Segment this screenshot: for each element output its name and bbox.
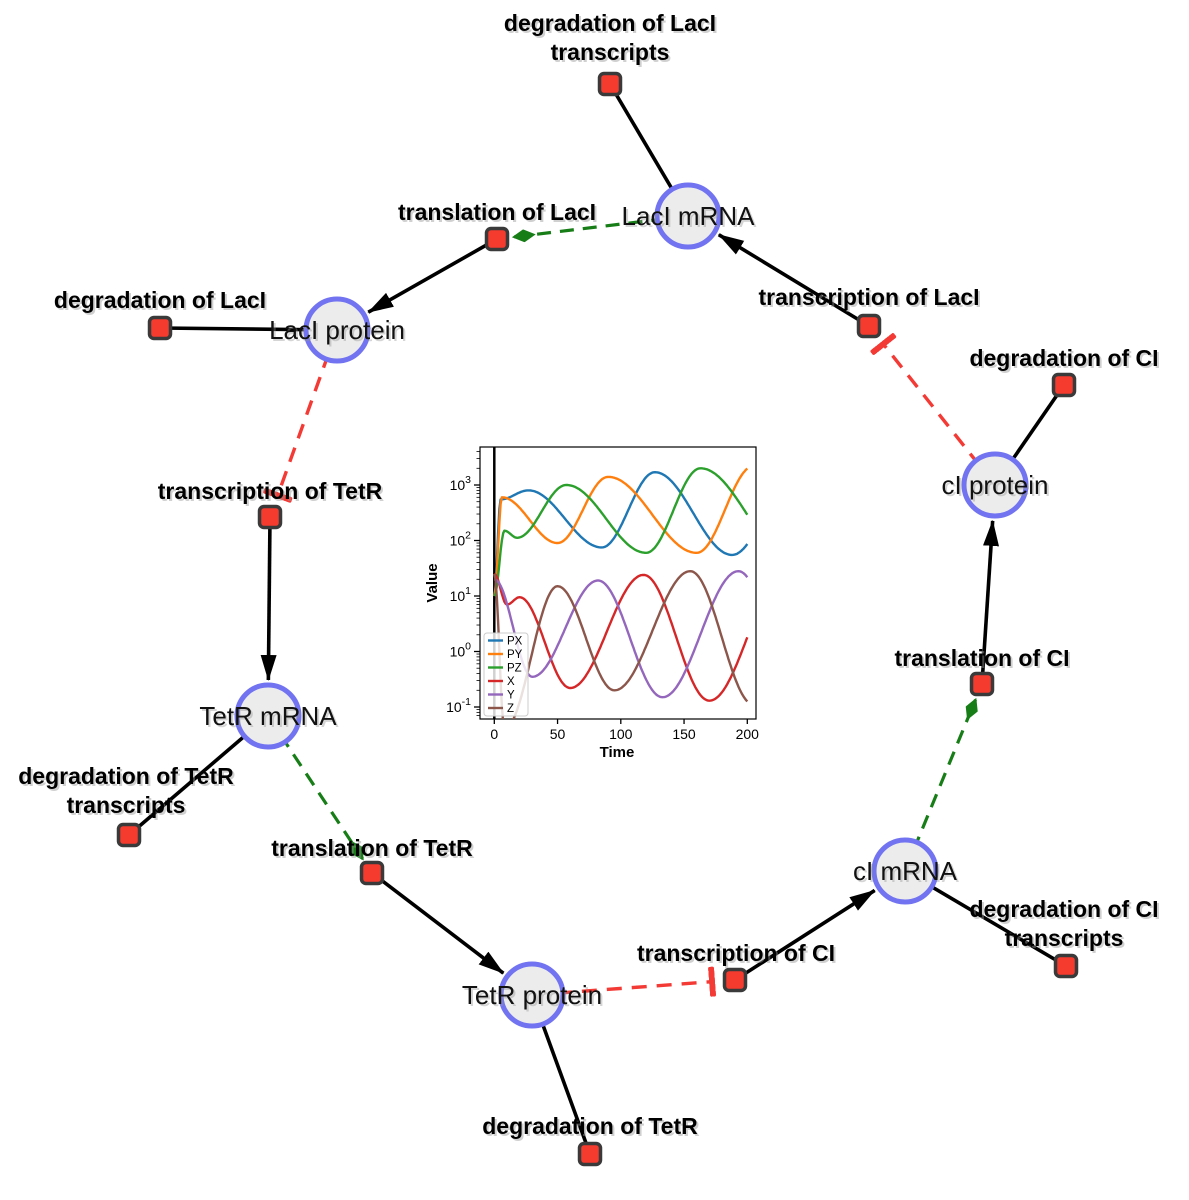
reaction-node-deg_laci_tx[interactable]: [597, 71, 623, 97]
reaction-label-tx_tetr-line0: transcription of TetR: [158, 478, 383, 504]
species-node-laci_mrna[interactable]: [654, 182, 722, 250]
y-tick-label: 100: [450, 641, 472, 660]
species-label-laci_protein: LacI protein: [269, 315, 405, 345]
species-node-tetr_mrna[interactable]: [234, 682, 302, 750]
edge-product-tx_laci-laci_mrna: [717, 233, 870, 328]
reaction-label-transl_tetr-line0: translation of TetR: [271, 835, 473, 861]
y-tick-label: 102: [450, 530, 472, 549]
species-label-laci_mrna: LacI mRNA: [622, 201, 756, 231]
y-tick-label: 101: [450, 585, 472, 604]
series-curve-X: [493, 572, 749, 702]
species-node-laci_protein[interactable]: [303, 296, 371, 364]
species-label-ci_mrna: cI mRNA: [853, 856, 958, 886]
x-tick-label: 0: [490, 726, 498, 742]
y-tick-label: 103: [450, 474, 472, 493]
plot-spines: [479, 446, 757, 720]
series-curve-Y: [494, 570, 749, 699]
legend-label-Z: Z: [507, 703, 514, 715]
x-tick-label: 150: [672, 726, 696, 742]
reaction-node-transl_tetr[interactable]: [359, 860, 385, 886]
reaction-label-tx_ci-line0: transcription of CI: [637, 940, 835, 966]
series-curve-Z: [493, 570, 749, 719]
reaction-label-deg_ci_tx-line0: degradation of CI: [969, 896, 1158, 922]
x-tick-label: 200: [736, 726, 760, 742]
species-label-ci_protein: cI protein: [942, 470, 1049, 500]
reaction-node-deg_ci[interactable]: [1051, 372, 1077, 398]
reaction-node-transl_ci[interactable]: [969, 671, 995, 697]
reaction-label-deg_ci_tx-line1: transcripts: [1005, 925, 1124, 951]
y-tick-label: 10-1: [446, 696, 471, 715]
reaction-node-tx_laci[interactable]: [856, 313, 882, 339]
reaction-label-transl_laci-line0: translation of LacI: [398, 199, 596, 225]
labels-layer: degradation of LacI transcripts translatio…: [18, 10, 1158, 1139]
reaction-label-deg_laci_tx-line1: transcripts: [551, 39, 670, 65]
reaction-label-transl_ci-line0: translation of CI: [894, 645, 1069, 671]
reaction-label-deg_ci-line0: degradation of CI: [969, 345, 1158, 371]
species-label-tetr_protein: TetR protein: [462, 980, 602, 1010]
edge-product-tx_ci-ci_mrna: [734, 888, 876, 982]
legend-label-PY: PY: [507, 649, 523, 661]
legend-label-X: X: [507, 676, 515, 688]
edge-product-tx_tetr-tetr_mrna: [260, 516, 277, 682]
species-label-tetr_mrna: TetR mRNA: [199, 701, 337, 731]
x-axis-title: Time: [600, 744, 635, 761]
reaction-label-deg_tetr_tx-line0: degradation of TetR: [18, 763, 234, 789]
legend-label-Y: Y: [507, 690, 515, 702]
reaction-node-transl_laci[interactable]: [484, 226, 510, 252]
y-axis-title: Value: [424, 563, 441, 602]
reaction-label-deg_laci-line0: degradation of LacI: [54, 287, 266, 313]
series-curve-PZ: [493, 467, 749, 597]
x-tick-label: 50: [550, 726, 566, 742]
species-node-ci_protein[interactable]: [961, 451, 1029, 519]
series-curve-PX: [493, 471, 749, 597]
reaction-node-deg_tetr[interactable]: [577, 1141, 603, 1167]
edge-product-transl_tetr-tetr_protein: [370, 871, 505, 975]
legend-label-PZ: PZ: [507, 663, 522, 675]
x-tick-label: 100: [609, 726, 633, 742]
edge-product-transl_ci-ci_protein: [980, 519, 1000, 685]
edge-product-transl_laci-laci_protein: [367, 237, 498, 314]
reaction-label-tx_laci-line0: transcription of LacI: [758, 284, 979, 310]
reaction-node-tx_tetr[interactable]: [257, 504, 283, 530]
nodes-layer: [116, 71, 1079, 1167]
reaction-node-deg_laci[interactable]: [147, 315, 173, 341]
reaction-node-deg_tetr_tx[interactable]: [116, 822, 142, 848]
reaction-label-deg_tetr-line0: degradation of TetR: [482, 1113, 698, 1139]
reaction-label-deg_tetr_tx-line1: transcripts: [67, 792, 186, 818]
species-node-ci_mrna[interactable]: [871, 837, 939, 905]
species-node-tetr_protein[interactable]: [498, 961, 566, 1029]
reaction-node-deg_ci_tx[interactable]: [1053, 953, 1079, 979]
legend-label-PX: PX: [507, 636, 523, 648]
series-curve-PY: [493, 467, 749, 597]
reaction-node-tx_ci[interactable]: [722, 967, 748, 993]
reaction-label-deg_laci_tx-line0: degradation of LacI: [504, 10, 716, 36]
